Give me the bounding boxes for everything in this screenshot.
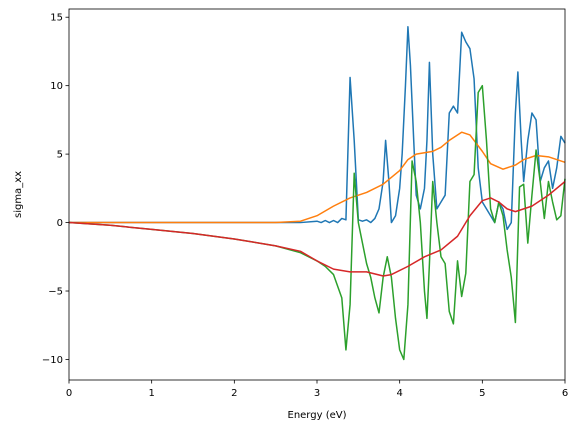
x-tick-label: 5 bbox=[479, 388, 485, 399]
plot-background bbox=[69, 9, 565, 380]
x-tick-label: 4 bbox=[396, 388, 402, 399]
y-tick-label: −5 bbox=[48, 287, 63, 298]
y-tick-label: 10 bbox=[50, 81, 63, 92]
x-axis: 0 1 2 3 4 5 6 bbox=[66, 380, 568, 399]
series-line-4 bbox=[68, 180, 566, 277]
y-tick-label: −10 bbox=[42, 355, 63, 366]
y-tick-label: 0 bbox=[57, 218, 63, 229]
x-tick-label: 2 bbox=[231, 388, 237, 399]
x-tick-label: 0 bbox=[66, 388, 72, 399]
x-tick-label: 1 bbox=[148, 388, 154, 399]
x-axis-label: Energy (eV) bbox=[288, 410, 347, 421]
x-tick-label: 3 bbox=[314, 388, 320, 399]
y-axis: −10 −5 0 5 10 15 bbox=[42, 13, 69, 366]
series-line-1 bbox=[69, 26, 566, 231]
y-axis-label: sigma_xx bbox=[13, 171, 24, 218]
series-line-3 bbox=[68, 84, 566, 361]
y-tick-label: 15 bbox=[50, 13, 63, 24]
x-tick-label: 6 bbox=[562, 388, 568, 399]
y-tick-label: 5 bbox=[57, 150, 63, 161]
series-line-2 bbox=[69, 131, 566, 224]
series-layer bbox=[68, 26, 566, 361]
